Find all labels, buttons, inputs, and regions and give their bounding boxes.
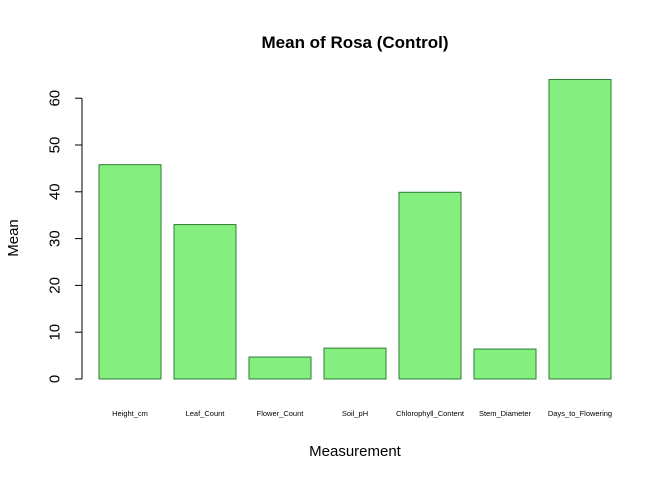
y-tick-label: 50 — [47, 137, 64, 154]
bar-leaf-count — [173, 224, 237, 380]
x-tick-label: Chlorophyll_Content — [396, 409, 465, 418]
bars-group — [98, 78, 612, 380]
bar-stem-diameter — [473, 348, 537, 380]
y-tick-label: 0 — [47, 375, 64, 383]
y-tick-label: 60 — [47, 90, 64, 107]
x-tick-label: Flower_Count — [257, 409, 305, 418]
y-tick-label: 10 — [47, 324, 64, 341]
y-tick-label: 20 — [47, 277, 64, 294]
x-tick-label: Leaf_Count — [186, 409, 226, 418]
bar-height-cm — [98, 164, 162, 380]
x-tick-label: Stem_Diameter — [479, 409, 532, 418]
x-tick-label: Days_to_Flowering — [548, 409, 612, 418]
bar-days-to-flowering — [548, 78, 612, 380]
x-tick-label: Soil_pH — [342, 409, 368, 418]
x-axis-label: Measurement — [309, 443, 402, 460]
chart-title: Mean of Rosa (Control) — [262, 33, 449, 52]
y-tick-label: 30 — [47, 230, 64, 247]
y-axis-label: Mean — [5, 219, 22, 257]
bar-soil-ph — [323, 347, 387, 380]
x-tick-labels: Height_cm Leaf_Count Flower_Count Soil_pH Ch… — [112, 409, 612, 418]
bar-chlorophyll-content — [398, 191, 462, 380]
y-axis: 0 10 20 30 40 50 60 — [47, 90, 83, 383]
x-tick-label: Height_cm — [112, 409, 148, 418]
bar-flower-count — [248, 356, 312, 380]
y-tick-label: 40 — [47, 183, 64, 200]
